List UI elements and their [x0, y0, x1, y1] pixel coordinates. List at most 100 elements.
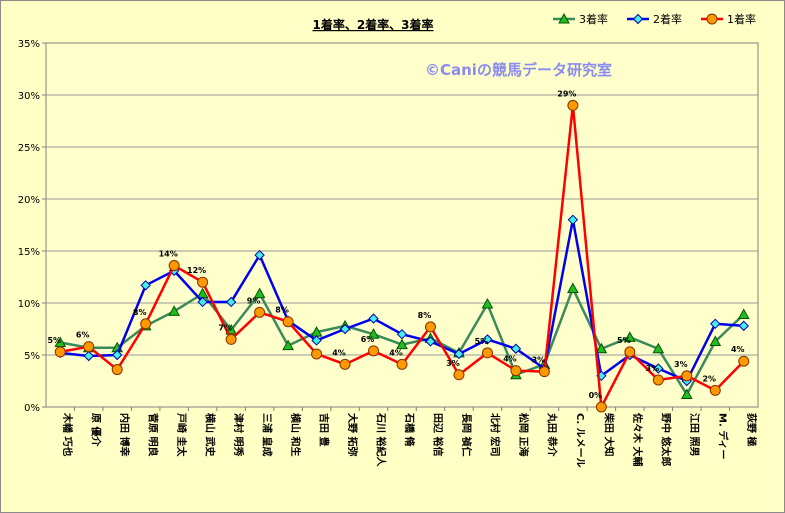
category-label: 木幡 巧也: [61, 412, 74, 456]
data-label: 8%: [275, 306, 289, 315]
data-point: [567, 214, 579, 226]
data-point: [83, 350, 94, 362]
category-label: C. ルメール: [574, 413, 586, 468]
data-point: [111, 364, 123, 376]
category-label: 大野 拓弥: [346, 413, 359, 456]
data-point: [709, 335, 722, 346]
plot-area: 0% 5% 10% 15% 20% 25% 30% 35% 木幡 巧也 原 優介 内田 博幸 菅原 明…: [18, 39, 759, 468]
legend-item-3: 1着率: [701, 12, 756, 26]
data-label: 9%: [247, 296, 261, 305]
data-point: [197, 276, 209, 288]
series-3: [54, 99, 750, 413]
data-label: 8%: [133, 308, 147, 317]
data-label: 7%: [218, 323, 232, 332]
category-label: 石川 裕紀人: [375, 412, 388, 467]
data-point: [197, 296, 208, 308]
legend-item-2: 2着率: [627, 12, 682, 26]
data-point: [253, 287, 266, 299]
category-label: 横山 武史: [204, 413, 217, 457]
y-tick-label: 30%: [18, 91, 40, 102]
category-label: 吉田 豊: [318, 413, 331, 446]
data-label: 2%: [702, 374, 716, 383]
data-label: 4%: [503, 355, 517, 364]
category-label: 原 優介: [90, 413, 103, 447]
data-label: 3%: [674, 360, 688, 369]
data-point: [710, 318, 721, 330]
data-label: 4%: [332, 348, 346, 357]
data-point: [111, 349, 123, 361]
data-point: [339, 358, 351, 370]
data-point: [738, 320, 749, 332]
data-point: [595, 401, 607, 413]
data-label: 0%: [589, 391, 603, 400]
data-point: [368, 313, 379, 324]
data-point: [653, 363, 664, 374]
data-point: [368, 345, 380, 357]
data-point: [168, 260, 180, 272]
data-point: [481, 347, 493, 359]
data-point: [396, 338, 408, 350]
data-label: 4%: [731, 345, 745, 354]
data-point: [738, 355, 750, 367]
data-label: 3%: [446, 359, 460, 368]
category-label: 石橋 脩: [403, 412, 416, 447]
data-point: [453, 348, 465, 360]
data-point: [54, 346, 66, 358]
category-label: M. ディー: [716, 413, 729, 460]
y-tick-label: 35%: [18, 39, 40, 50]
y-tick-label: 25%: [18, 143, 40, 154]
data-point: [282, 339, 294, 351]
data-point: [311, 348, 323, 360]
category-label: 津村 明秀: [232, 413, 245, 456]
legend-marker: [632, 13, 644, 25]
data-point: [83, 341, 95, 353]
legend-item-1: 3着率: [553, 12, 608, 26]
category-label: 三浦 皇成: [261, 413, 274, 456]
data-label: 29%: [557, 89, 576, 98]
data-point: [624, 346, 636, 358]
data-point: [339, 323, 351, 335]
category-label: 野中 悠太郎: [659, 413, 672, 466]
data-point: [367, 328, 380, 339]
y-tick-label: 0%: [24, 403, 40, 414]
data-point: [396, 358, 408, 370]
data-point: [681, 370, 693, 382]
data-point: [680, 388, 693, 400]
y-tick-label: 15%: [18, 247, 40, 258]
data-point: [510, 365, 522, 377]
data-point: [168, 305, 181, 316]
chart-title: 1着率、2着率、3着率: [312, 17, 433, 32]
data-point: [453, 369, 465, 381]
data-point: [709, 384, 721, 396]
data-point: [652, 342, 665, 354]
legend-label: 1着率: [727, 12, 756, 26]
category-label: 荻野 極: [745, 413, 758, 446]
category-label: 戸崎 圭太: [175, 413, 188, 457]
category-label: 丸田 恭介: [545, 412, 558, 457]
category-label: 江田 照男: [688, 413, 701, 456]
category-label: 北村 宏司: [488, 413, 501, 456]
data-label: 5%: [617, 336, 631, 345]
data-point: [737, 308, 750, 319]
data-label: 6%: [76, 331, 90, 340]
data-point: [538, 366, 550, 378]
data-point: [254, 306, 266, 318]
data-point: [652, 374, 664, 386]
data-label: 3%: [532, 356, 546, 365]
data-point: [567, 99, 579, 111]
data-point: [282, 316, 294, 328]
data-point: [623, 331, 636, 342]
data-label: 3%: [646, 364, 660, 373]
category-label: 田辺 裕信: [431, 413, 444, 456]
data-point: [481, 298, 494, 309]
data-point: [567, 282, 579, 293]
data-point: [425, 336, 436, 347]
legend-label: 3着率: [579, 12, 608, 26]
data-label: 6%: [361, 335, 375, 344]
legend-marker: [706, 13, 718, 25]
data-point: [225, 333, 237, 345]
data-label: 4%: [389, 348, 403, 357]
category-label: 佐々木 大輔: [631, 412, 644, 466]
category-label: 松岡 正海: [517, 413, 530, 456]
